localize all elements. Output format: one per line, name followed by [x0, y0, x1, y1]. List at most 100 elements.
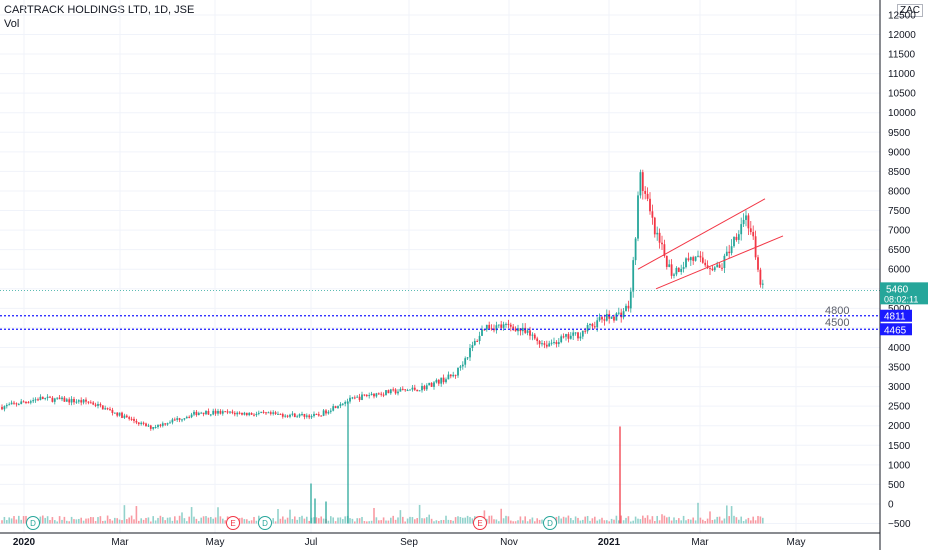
candle-body — [301, 413, 303, 415]
candle-body — [80, 400, 83, 403]
event-marker-label: D — [262, 519, 268, 528]
candle-body — [231, 411, 234, 413]
candle-body — [553, 342, 555, 344]
candle-body — [476, 340, 479, 342]
candle-body — [212, 410, 215, 415]
candle-body — [529, 330, 531, 336]
candle-body — [147, 425, 150, 427]
candle-body — [56, 397, 59, 399]
candle-body — [593, 326, 596, 328]
candle-body — [101, 405, 104, 410]
volume-bar — [738, 519, 740, 524]
volume-bar — [90, 516, 92, 524]
candle-body — [233, 412, 236, 415]
candle-body — [689, 257, 692, 261]
candle-body — [245, 412, 248, 416]
candle-body — [370, 393, 373, 396]
volume-bar — [164, 520, 166, 524]
candle-body — [461, 364, 464, 367]
candle-body — [699, 255, 702, 258]
candle-body — [363, 394, 366, 396]
volume-bar — [219, 516, 222, 524]
volume-bar — [402, 516, 404, 524]
candle-body — [197, 412, 200, 416]
volume-bar — [507, 516, 510, 524]
volume-bar — [752, 516, 754, 524]
volume-bar — [277, 509, 279, 524]
candle-body — [87, 401, 90, 403]
volume-bar — [255, 520, 258, 524]
candle-body — [183, 418, 186, 420]
candle-body — [706, 265, 709, 269]
volume-bar — [296, 519, 298, 524]
volume-bar — [354, 521, 356, 524]
trend-channel — [637, 198, 784, 290]
volume-bar — [169, 517, 171, 524]
candle-body — [557, 342, 560, 345]
volume-bar — [692, 517, 694, 524]
x-tick-label: Mar — [111, 537, 129, 548]
candle-body — [569, 335, 572, 339]
candle-body — [387, 390, 390, 394]
y-tick-label: 7500 — [888, 206, 911, 217]
volume-bar — [301, 515, 303, 524]
volume-bar — [706, 518, 709, 524]
channel-line — [637, 198, 766, 270]
candle-body — [632, 260, 635, 292]
volume-bar — [637, 518, 639, 524]
volume-bar — [646, 515, 649, 524]
candle-body — [221, 411, 224, 414]
candle-body — [713, 267, 716, 271]
volume-bar — [18, 515, 20, 524]
level-annotation: 4500 — [825, 317, 849, 329]
candle-body — [435, 379, 438, 383]
volume-bar — [70, 516, 73, 524]
candle-body — [409, 389, 411, 391]
volume-bar — [711, 519, 714, 524]
volume-bar — [538, 519, 541, 524]
level-tag-value: 4465 — [884, 325, 907, 336]
volume-bar — [730, 506, 733, 524]
volume-bar — [87, 518, 90, 524]
volume-bar — [394, 519, 397, 524]
volume-bar — [159, 515, 162, 524]
volume-bar — [649, 519, 651, 524]
candle-body — [284, 415, 287, 417]
candle-body — [579, 336, 582, 339]
candle-body — [34, 399, 37, 401]
candle-body — [73, 398, 75, 403]
volume-bar — [469, 517, 471, 524]
volume-bar — [742, 520, 745, 524]
candle-body — [248, 413, 251, 416]
volume-bar — [680, 520, 682, 524]
candle-body — [339, 404, 342, 407]
candle-body — [310, 416, 313, 418]
volume-bar — [171, 520, 174, 524]
candle-body — [178, 418, 181, 420]
volume-bar — [642, 515, 644, 524]
volume-bar — [337, 517, 339, 524]
candle-body — [121, 412, 123, 418]
y-tick-label: 10500 — [888, 89, 916, 100]
candle-body — [735, 236, 738, 240]
candle-body — [145, 423, 147, 427]
candle-body — [195, 411, 198, 416]
volume-bar — [92, 517, 94, 524]
candle-body — [565, 334, 567, 337]
candle-body — [548, 343, 551, 347]
volume-bar — [135, 506, 138, 524]
currency-badge[interactable]: ZAC — [897, 4, 923, 17]
candle-body — [353, 397, 356, 399]
volume-bar — [702, 519, 704, 524]
candle-body — [97, 404, 99, 406]
y-tick-label: 4000 — [888, 343, 911, 354]
volume-bar — [142, 519, 145, 524]
candle-body — [262, 411, 265, 413]
volume-bar — [102, 520, 104, 524]
volume-bar — [214, 517, 217, 524]
volume-bar — [694, 520, 697, 524]
candle-body — [149, 425, 152, 429]
volume-bar — [471, 518, 474, 524]
volume-bar — [757, 515, 759, 524]
